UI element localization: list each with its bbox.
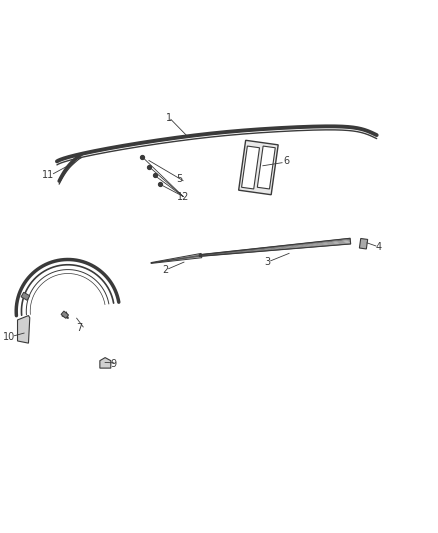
Text: 11: 11	[42, 169, 54, 180]
Polygon shape	[258, 146, 275, 189]
Text: 10: 10	[3, 332, 15, 342]
Polygon shape	[100, 358, 111, 368]
Polygon shape	[18, 316, 30, 343]
Polygon shape	[151, 253, 202, 263]
Polygon shape	[21, 292, 30, 300]
Text: 12: 12	[177, 192, 189, 203]
Polygon shape	[360, 238, 367, 249]
Text: 2: 2	[162, 265, 169, 275]
Text: 1: 1	[166, 112, 172, 123]
Text: 6: 6	[284, 156, 290, 166]
Text: 9: 9	[110, 359, 116, 369]
Polygon shape	[239, 140, 278, 195]
Polygon shape	[61, 311, 69, 318]
Text: 7: 7	[77, 323, 83, 333]
Text: 5: 5	[177, 174, 183, 184]
Text: 4: 4	[376, 242, 382, 252]
Text: 3: 3	[264, 257, 270, 267]
Polygon shape	[242, 146, 259, 189]
